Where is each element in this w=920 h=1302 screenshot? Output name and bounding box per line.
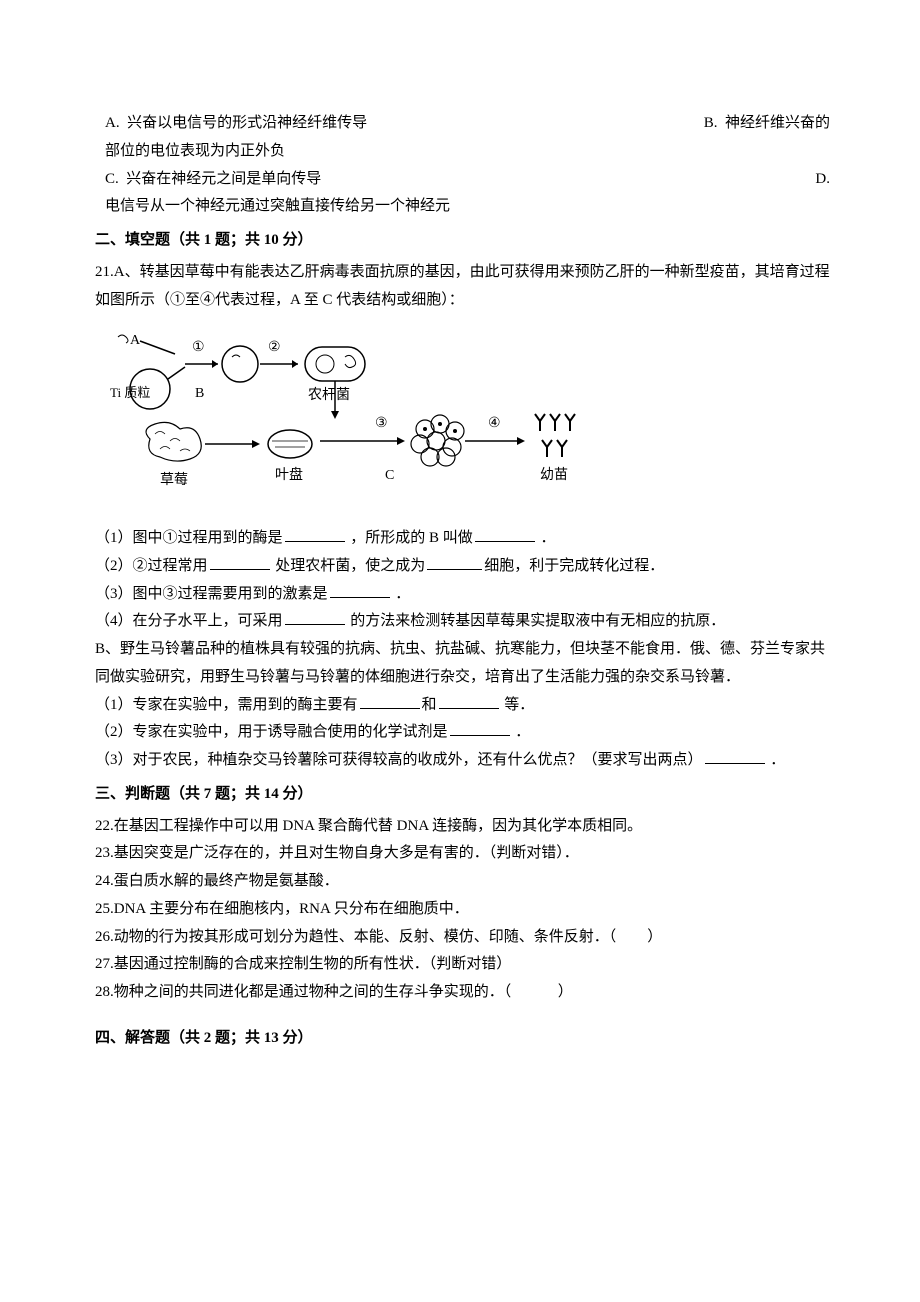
q20-a-label: A. [105, 115, 120, 131]
q21-a1-pre: （1）图中①过程用到的酶是 [95, 530, 283, 546]
biology-diagram-svg: A Ti 质粒 ① B ② 农杆菌 [100, 329, 600, 499]
q20-a-text: 兴奋以电信号的形式沿神经纤维传导 [127, 115, 367, 131]
diagram-step3: ③ [375, 416, 388, 431]
q21-b2: （2）专家在实验中，用于诱导融合使用的化学试剂是 ． [95, 719, 830, 747]
tf-q26-close: ） [647, 929, 662, 945]
q21-a4: （4）在分子水平上，可采用 的方法来检测转基因草莓果实提取液中有无相应的抗原． [95, 608, 830, 636]
q21-a4-end: 的方法来检测转基因草莓果实提取液中有无相应的抗原． [347, 613, 726, 629]
q21-diagram: A Ti 质粒 ① B ② 农杆菌 [95, 329, 830, 510]
q21-a2-end: 细胞，利于完成转化过程． [484, 558, 664, 574]
tf-q23: 23.基因突变是广泛存在的，并且对生物自身大多是有害的．（判断对错）． [95, 840, 830, 868]
blank[interactable] [285, 609, 345, 625]
q21-b3-end: ． [767, 752, 786, 768]
diagram-strawberry-label: 草莓 [160, 472, 188, 488]
tf-q24: 24.蛋白质水解的最终产物是氨基酸． [95, 868, 830, 896]
q21-a2-pre: （2）②过程常用 [95, 558, 208, 574]
q21-a2-mid: 处理农杆菌，使之成为 [272, 558, 426, 574]
section4-header: 四、解答题（共 2 题；共 13 分） [95, 1025, 830, 1053]
blank[interactable] [439, 693, 499, 709]
diagram-label-b: B [195, 386, 204, 401]
q21-b-intro: B、野生马铃薯品种的植株具有较强的抗病、抗虫、抗盐碱、抗寒能力，但块茎不能食用．… [95, 636, 830, 692]
q20-c-label: C. [105, 171, 119, 187]
blank[interactable] [360, 693, 420, 709]
diagram-seedling-label: 幼苗 [540, 467, 568, 483]
diagram-agrobacterium: 农杆菌 [308, 387, 350, 403]
diagram-strawberry-shape [146, 423, 201, 462]
blank[interactable] [705, 748, 765, 764]
q21-b1-end: 等． [501, 697, 535, 713]
blank[interactable] [285, 526, 345, 542]
tf-q28-text: 28.物种之间的共同进化都是通过物种之间的生存斗争实现的．（ [95, 984, 511, 1000]
q21-a2: （2）②过程常用 处理农杆菌，使之成为 细胞，利于完成转化过程． [95, 553, 830, 581]
tf-q27: 27.基因通过控制酶的合成来控制生物的所有性状．（判断对错） [95, 951, 830, 979]
section3-header: 三、判断题（共 7 题；共 14 分） [95, 781, 830, 809]
q21-a1-end: ． [537, 530, 556, 546]
q20-b-text: 神经纤维兴奋的 [725, 115, 830, 131]
tf-q28: 28.物种之间的共同进化都是通过物种之间的生存斗争实现的．（ ） [95, 979, 830, 1007]
diagram-step4: ④ [488, 416, 501, 431]
q21-a3: （3）图中③过程需要用到的激素是 ． [95, 581, 830, 609]
q20-d-continuation: 电信号从一个神经元通过突触直接传给另一个神经元 [95, 193, 830, 221]
q21-a3-end: ． [392, 586, 411, 602]
q21-a4-pre: （4）在分子水平上，可采用 [95, 613, 283, 629]
q21-b3: （3）对于农民，种植杂交马铃薯除可获得较高的收成外，还有什么优点？（要求写出两点… [95, 747, 830, 775]
q21-b1-mid: 和 [422, 697, 437, 713]
q20-b-continuation: 部位的电位表现为内正外负 [95, 138, 830, 166]
q21-b1: （1）专家在实验中，需用到的酶主要有 和 等． [95, 692, 830, 720]
diagram-label-c: C [385, 468, 394, 483]
q21-intro: 21.A、转基因草莓中有能表达乙肝病毒表面抗原的基因，由此可获得用来预防乙肝的一… [95, 259, 830, 315]
diagram-step1: ① [192, 340, 205, 355]
q20-options-row2: C. 兴奋在神经元之间是单向传导 D. [95, 166, 830, 194]
blank[interactable] [330, 582, 390, 598]
diagram-ti-plasmid: Ti 质粒 [110, 385, 150, 400]
tf-q26-text: 26.动物的行为按其形成可划分为趋性、本能、反射、模仿、印随、条件反射．（ [95, 929, 616, 945]
q21-b3-pre: （3）对于农民，种植杂交马铃薯除可获得较高的收成外，还有什么优点？（要求写出两点… [95, 752, 703, 768]
q21-a1: （1）图中①过程用到的酶是 ，所形成的 B 叫做 ． [95, 525, 830, 553]
q21-b2-pre: （2）专家在实验中，用于诱导融合使用的化学试剂是 [95, 724, 448, 740]
blank[interactable] [427, 554, 482, 570]
q20-option-a: A. 兴奋以电信号的形式沿神经纤维传导 [95, 110, 367, 138]
tf-q25: 25.DNA 主要分布在细胞核内，RNA 只分布在细胞质中． [95, 896, 830, 924]
q21-a1-mid: ，所形成的 B 叫做 [347, 530, 473, 546]
blank[interactable] [475, 526, 535, 542]
q21-b2-end: ． [512, 724, 531, 740]
q20-options-row1: A. 兴奋以电信号的形式沿神经纤维传导 B. 神经纤维兴奋的 [95, 110, 830, 138]
q20-option-c: C. 兴奋在神经元之间是单向传导 [95, 166, 321, 194]
diagram-step2: ② [268, 340, 281, 355]
diagram-leaf-disc-label: 叶盘 [275, 466, 303, 483]
q21-a3-pre: （3）图中③过程需要用到的激素是 [95, 586, 328, 602]
tf-q26: 26.动物的行为按其形成可划分为趋性、本能、反射、模仿、印随、条件反射．（ ） [95, 924, 830, 952]
blank[interactable] [210, 554, 270, 570]
tf-q28-close: ） [558, 984, 573, 1000]
q20-option-d: D. [815, 166, 830, 194]
diagram-callus [411, 415, 464, 466]
tf-q26-blank[interactable] [616, 929, 647, 945]
q21-b1-pre: （1）专家在实验中，需用到的酶主要有 [95, 697, 358, 713]
blank[interactable] [450, 720, 510, 736]
q20-d-label: D. [815, 171, 830, 187]
tf-q22: 22.在基因工程操作中可以用 DNA 聚合酶代替 DNA 连接酶，因为其化学本质… [95, 813, 830, 841]
diagram-seedlings [535, 414, 575, 457]
q20-option-b: B. 神经纤维兴奋的 [704, 110, 830, 138]
tf-q28-blank[interactable] [511, 984, 558, 1000]
diagram-label-a: A [130, 333, 141, 348]
q20-b-label: B. [704, 115, 718, 131]
q20-c-text: 兴奋在神经元之间是单向传导 [126, 171, 321, 187]
section2-header: 二、填空题（共 1 题；共 10 分） [95, 227, 830, 255]
